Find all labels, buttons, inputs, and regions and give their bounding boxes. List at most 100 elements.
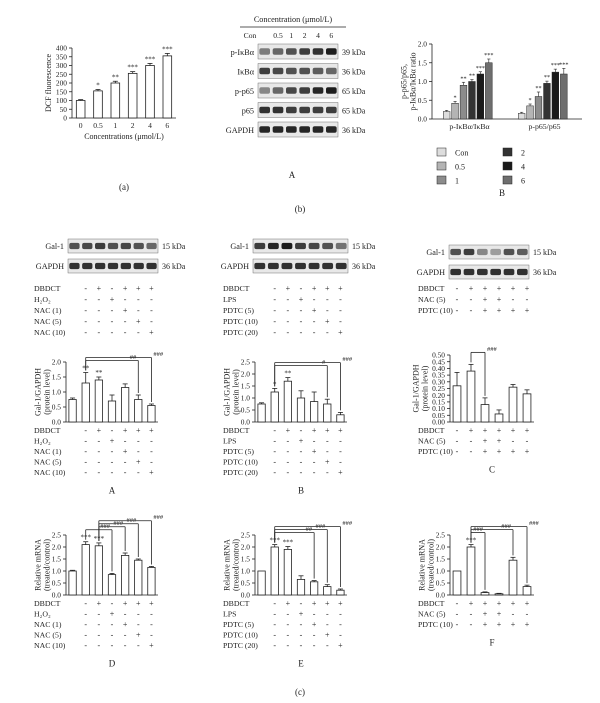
b-ytick-label: 0.0 — [418, 115, 428, 124]
treatment-sign: - — [326, 620, 329, 629]
treatment-sign: - — [111, 631, 114, 640]
band — [259, 67, 270, 75]
cA-ytick-label: 2.0 — [52, 358, 62, 367]
treatment-label: PDTC (10) — [223, 317, 258, 326]
band — [107, 262, 119, 270]
cE-ytick-label: 2.5 — [241, 531, 251, 540]
bar — [494, 413, 504, 423]
treatment-sign: - — [98, 295, 101, 304]
treatment-sign: + — [338, 284, 343, 293]
blot-c-2: Gal-1 15 kDa GAPDH 36 kDa — [221, 238, 376, 274]
treatment-label: DBDCT — [34, 284, 61, 293]
bar — [68, 399, 77, 423]
cE-ytick-label: 1.5 — [241, 555, 251, 564]
treatment-label: PDTC (5) — [223, 447, 254, 456]
blot-treatment-table-1: DBDCT - + - + + +H₂O₂ - - + - - -NAC (1) - - - + - -NAC (5… — [34, 284, 154, 337]
blot-background — [448, 264, 530, 280]
band — [286, 67, 297, 75]
treatment-sign: - — [98, 610, 101, 619]
treatment-label: PDTC (10) — [418, 447, 453, 456]
band — [312, 67, 324, 75]
treatment-sign: - — [470, 447, 473, 456]
band — [286, 87, 297, 94]
band — [308, 262, 320, 270]
treatment-sign: - — [300, 599, 303, 608]
treatment-sign: - — [98, 458, 101, 467]
treatment-sign: + — [312, 306, 317, 315]
bar — [145, 65, 155, 119]
treatment-sign: - — [300, 620, 303, 629]
treatment-sign: - — [98, 447, 101, 456]
blot-c-1: Gal-1 15 kDa GAPDH 36 kDa — [36, 238, 186, 274]
band — [295, 242, 306, 250]
bar — [336, 589, 345, 596]
bar — [162, 55, 173, 119]
legend-label: Con — [455, 149, 468, 158]
band — [490, 248, 501, 256]
treatment-sign: - — [512, 295, 515, 304]
bar — [270, 391, 279, 423]
blot-treatment-table-3: DBDCT - + + + + +NAC (5) - - + + - -PDTC (10) - - + + + + — [418, 284, 530, 315]
treatment-label: PDTC (10) — [418, 306, 453, 315]
band — [259, 106, 270, 114]
treatment-sign: + — [312, 284, 317, 293]
bar — [134, 559, 143, 596]
band — [312, 87, 324, 94]
band — [326, 67, 337, 75]
cA-ytick-label: 1.5 — [52, 373, 62, 382]
treatment-sign: - — [326, 306, 329, 315]
treatment-sign: + — [325, 426, 330, 435]
treatment-sign: - — [456, 426, 459, 435]
cB-ytick-label: 2.5 — [241, 358, 251, 367]
treatment-sign: + — [149, 284, 154, 293]
treatment-label: NAC (1) — [34, 447, 62, 456]
cD-ytick-label: 1.0 — [52, 567, 62, 576]
treatment-sign: - — [84, 426, 87, 435]
treatment-label: NAC (5) — [418, 610, 446, 619]
cE-ytick-label: 1.0 — [241, 567, 251, 576]
bar — [310, 581, 319, 596]
band-name: p-p65 — [235, 87, 254, 96]
bar — [107, 574, 117, 596]
treatment-sign: - — [150, 317, 153, 326]
legend-swatch — [436, 147, 447, 157]
treatment-sign: - — [84, 468, 87, 477]
treatment-sign: - — [313, 468, 316, 477]
band — [503, 248, 515, 256]
cF-ytick-label: 0.0 — [436, 591, 446, 600]
x-tick-label: 1 — [113, 121, 117, 130]
band — [133, 262, 144, 270]
cC-ylabel-line: (protein level) — [421, 365, 430, 411]
treatment-sign: + — [511, 620, 516, 629]
band — [308, 242, 320, 250]
treatment-sign: + — [497, 426, 502, 435]
band — [286, 106, 297, 114]
band-kda: 15 kDa — [162, 242, 186, 251]
band — [259, 48, 270, 55]
bar — [480, 592, 490, 596]
significance-label: *** — [145, 55, 156, 63]
treatment-label: DBDCT — [223, 426, 250, 435]
bar — [93, 90, 103, 119]
bar — [336, 414, 345, 423]
treatment-label: DBDCT — [223, 284, 250, 293]
band — [95, 242, 106, 250]
treatment-sign: - — [84, 641, 87, 650]
treatment-sign: + — [123, 620, 128, 629]
band — [463, 248, 475, 256]
bracket-label: ### — [342, 520, 353, 527]
treatment-sign: + — [110, 437, 115, 446]
treatment-sign: - — [124, 437, 127, 446]
treatment-sign: - — [326, 328, 329, 337]
blot-background — [257, 63, 339, 79]
band-kda: 39 kDa — [342, 48, 366, 57]
cB-ylabel-line: (protein level) — [232, 369, 241, 415]
treatment-sign: + — [312, 447, 317, 456]
legend-swatch — [502, 161, 513, 171]
treatment-sign: - — [150, 620, 153, 629]
lane-label: 4 — [316, 31, 320, 40]
treatment-sign: + — [497, 284, 502, 293]
treatment-sign: - — [150, 458, 153, 467]
treatment-sign: + — [483, 306, 488, 315]
treatment-sign: - — [339, 631, 342, 640]
